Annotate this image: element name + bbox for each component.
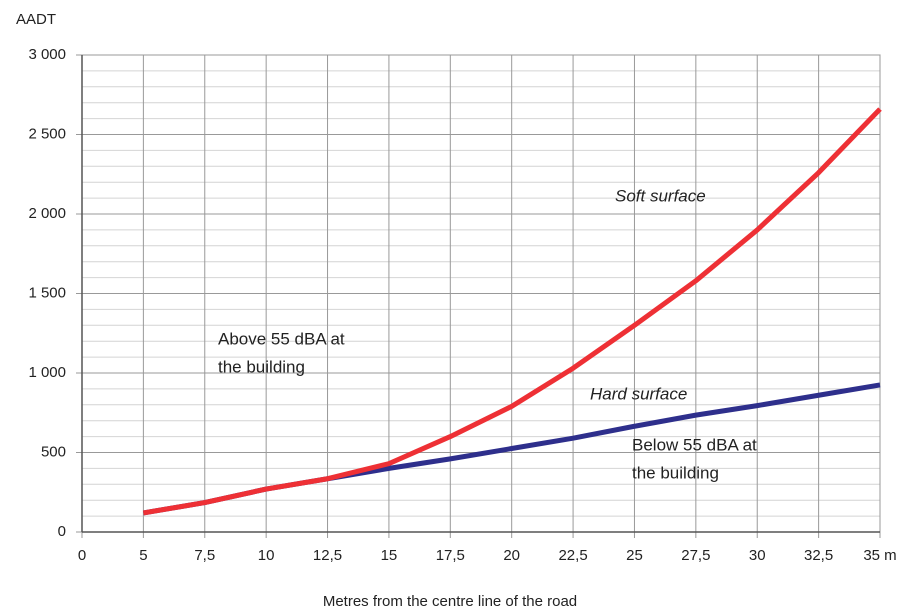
x-tick-label: 27,5 (681, 547, 710, 564)
x-tick-label: 25 (626, 547, 643, 564)
y-tick-label: 2 500 (28, 125, 66, 142)
y-tick-label: 2 000 (28, 205, 66, 222)
x-tick-label: 35 m (863, 547, 896, 564)
series-line (142, 107, 882, 516)
y-tick-label: 0 (58, 523, 66, 540)
x-tick-label: 17,5 (436, 547, 465, 564)
annotation: Hard surface (590, 384, 687, 403)
y-tick-label: 500 (41, 443, 66, 460)
y-tick-label: 1 500 (28, 284, 66, 301)
x-tick-label: 32,5 (804, 547, 833, 564)
annotation: the building (632, 463, 719, 482)
x-tick-label: 0 (78, 547, 86, 564)
x-tick-label: 7,5 (194, 547, 215, 564)
y-tick-label: 3 000 (28, 46, 66, 63)
x-tick-label: 15 (381, 547, 398, 564)
annotation: the building (218, 357, 305, 376)
x-tick-label: 5 (139, 547, 147, 564)
annotation: Below 55 dBA at (632, 435, 757, 454)
x-tick-label: 12,5 (313, 547, 342, 564)
x-tick-label: 20 (503, 547, 520, 564)
annotation: Soft surface (615, 186, 706, 205)
annotation: Above 55 dBA at (218, 329, 345, 348)
x-tick-label: 22,5 (558, 547, 587, 564)
x-tick-label: 10 (258, 547, 275, 564)
y-axis-label: AADT (16, 11, 56, 28)
x-tick-label: 30 (749, 547, 766, 564)
y-tick-label: 1 000 (28, 364, 66, 381)
x-axis-label: Metres from the centre line of the road (323, 593, 577, 610)
